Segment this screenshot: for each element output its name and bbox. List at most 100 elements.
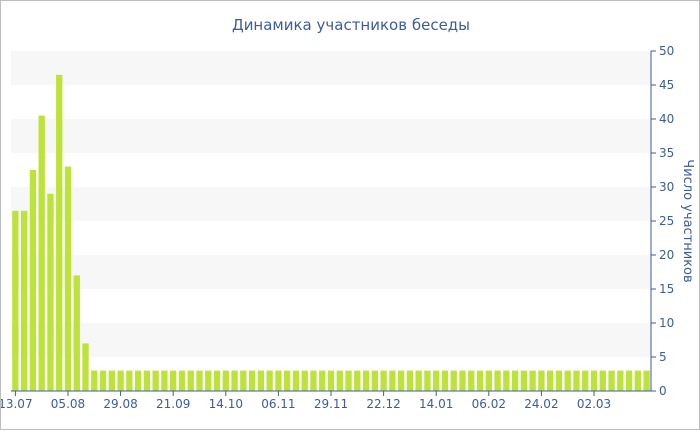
y-axis-label: Число участников [680, 159, 695, 282]
bar [56, 74, 63, 392]
x-tick-label: 02.03 [577, 397, 611, 411]
bar [143, 370, 151, 391]
x-tick-label: 05.08 [51, 397, 85, 411]
bar [582, 370, 589, 391]
bar [608, 370, 615, 391]
bar [503, 370, 510, 391]
bar [310, 370, 317, 391]
bar [240, 370, 247, 391]
bar [468, 370, 475, 391]
bar [292, 370, 300, 391]
bar [590, 370, 598, 391]
x-tick-label: 24.02 [524, 397, 558, 411]
bar [380, 370, 387, 391]
x-tick-label: 29.08 [103, 397, 137, 411]
bar [301, 370, 308, 391]
bar [213, 370, 221, 391]
bar [205, 370, 212, 391]
y-tick-label: 20 [659, 248, 674, 262]
bar [161, 370, 168, 391]
bar [406, 370, 414, 391]
bar [459, 370, 466, 391]
bar [599, 370, 606, 391]
y-tick-label: 25 [659, 214, 674, 228]
x-tick-label: 14.01 [419, 397, 453, 411]
bar [564, 370, 571, 391]
y-tick-label: 30 [659, 180, 674, 194]
bar [266, 370, 273, 391]
bars [12, 74, 650, 392]
bar [20, 210, 28, 391]
bar [152, 370, 159, 391]
x-tick-label: 06.02 [472, 397, 506, 411]
bar [108, 370, 115, 391]
bar [441, 370, 449, 391]
bar [187, 370, 194, 391]
bar [476, 370, 484, 391]
bar [178, 370, 186, 391]
bar [117, 370, 124, 391]
bar [327, 370, 335, 391]
y-tick-label: 15 [659, 282, 674, 296]
bar [634, 370, 642, 391]
bar [82, 343, 89, 391]
bar [625, 370, 633, 391]
bar [38, 115, 45, 391]
bar [424, 370, 431, 391]
bar [494, 370, 501, 391]
bar [547, 370, 554, 391]
bar [248, 370, 256, 391]
chart-title: Динамика участников беседы [232, 16, 470, 34]
y-tick-label: 10 [659, 316, 674, 330]
bar [99, 370, 107, 391]
bar [64, 166, 72, 391]
bar [345, 370, 352, 391]
bar [231, 370, 238, 391]
bar [450, 370, 457, 391]
x-tick-label: 22.12 [366, 397, 400, 411]
plot-band [11, 51, 651, 85]
y-axis-ticks: 0 5 10 15 20 25 30 35 40 45 50 [651, 44, 674, 398]
bar [47, 193, 54, 391]
bar [555, 370, 563, 391]
bar [12, 210, 19, 391]
bar [196, 370, 203, 391]
bar [389, 370, 396, 391]
y-tick-label: 45 [659, 78, 674, 92]
y-tick-label: 35 [659, 146, 674, 160]
bar [643, 370, 650, 391]
bar [222, 370, 229, 391]
bar [319, 370, 326, 391]
bar [617, 370, 624, 391]
bar [29, 170, 37, 391]
bar [91, 370, 98, 391]
x-tick-label: 21.09 [156, 397, 190, 411]
plot-band [11, 255, 651, 289]
bar [170, 370, 177, 391]
bar [397, 370, 405, 391]
bar [371, 370, 378, 391]
plot-band [11, 187, 651, 221]
bar [529, 370, 536, 391]
bar [126, 370, 133, 391]
y-tick-label: 5 [659, 350, 667, 364]
bar [257, 370, 265, 391]
plot-band [11, 119, 651, 153]
bar [336, 370, 343, 391]
y-tick-label: 0 [659, 384, 667, 398]
bar [354, 370, 361, 391]
bar [573, 370, 580, 391]
y-tick-label: 40 [659, 112, 674, 126]
plot-band [11, 323, 651, 357]
bar [485, 370, 492, 391]
bar [134, 370, 142, 391]
bar [538, 370, 545, 391]
y-tick-label: 50 [659, 44, 674, 58]
x-tick-label: 13.07 [1, 397, 33, 411]
plot-bands [11, 51, 651, 357]
bar [520, 370, 528, 391]
bar [284, 370, 291, 391]
bar [433, 370, 440, 391]
